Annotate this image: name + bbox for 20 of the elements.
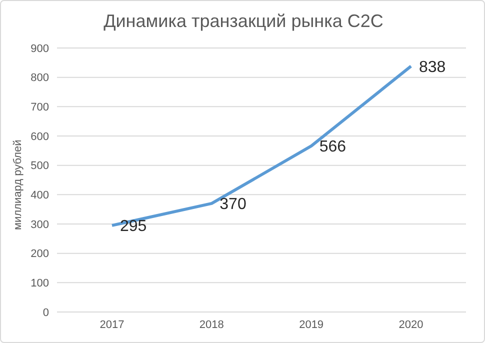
x-tick-label: 2017: [100, 318, 124, 331]
x-tick-label: 2020: [398, 318, 424, 331]
y-tick-label: 0: [42, 306, 49, 319]
y-tick-label: 900: [30, 42, 49, 55]
x-tick-label: 2018: [199, 318, 224, 331]
data-label: 370: [220, 196, 246, 214]
y-tick-label: 600: [30, 130, 49, 143]
data-label: 295: [120, 218, 147, 236]
data-label: 838: [419, 58, 446, 76]
data-label: 566: [319, 138, 346, 156]
y-tick-label: 500: [30, 160, 49, 172]
y-tick-label: 300: [30, 218, 49, 231]
y-tick-label: 800: [30, 72, 49, 84]
y-axis-title: миллиард рублей: [12, 140, 24, 230]
chart-title: Динамика транзакций рынка C2C: [102, 11, 384, 32]
y-tick-label: 700: [30, 102, 49, 114]
y-tick-label: 400: [30, 190, 49, 202]
y-tick-label: 100: [30, 278, 49, 290]
x-tick-label: 2019: [299, 318, 324, 331]
y-tick-label: 200: [30, 248, 49, 260]
